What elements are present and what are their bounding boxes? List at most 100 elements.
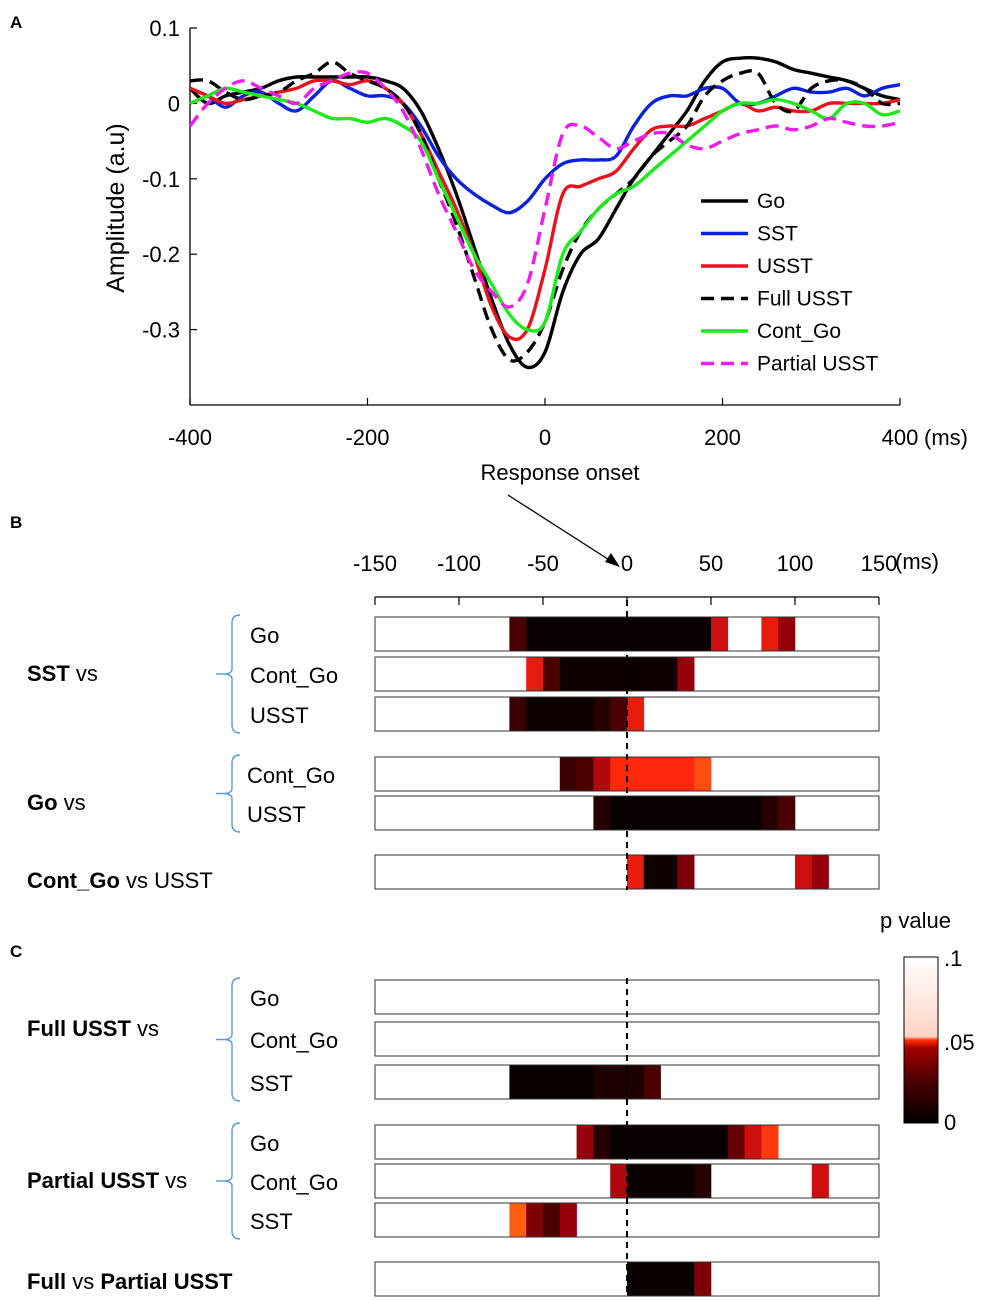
x-unit-label: (ms) xyxy=(924,425,968,450)
significance-cell xyxy=(509,697,527,731)
panel-b-heatmap: -150 -100 -50 0 50 100 150(ms) Go Cont_Go USST SST… xyxy=(27,549,939,893)
row-label: USST xyxy=(250,703,309,728)
colorbar-tick-label: .1 xyxy=(944,946,962,971)
significance-cell xyxy=(627,697,645,731)
legend-label: Partial USST xyxy=(757,353,879,376)
row-label: SST xyxy=(250,1209,293,1234)
panel-b-letter: B xyxy=(10,513,22,532)
top-tick-label: -100 xyxy=(437,551,481,576)
group-label: Full vs Partial USST xyxy=(27,1269,233,1294)
row-frame xyxy=(374,1261,880,1297)
group-brace xyxy=(222,754,241,833)
y-tick-label: -0.1 xyxy=(142,167,180,192)
heatmap-row xyxy=(374,979,880,1015)
significance-cell xyxy=(559,657,678,691)
row-label: Cont_Go xyxy=(250,663,338,688)
legend-label: Cont_Go xyxy=(757,320,841,343)
significance-cell xyxy=(509,1203,527,1237)
panel-c-letter: C xyxy=(10,942,22,961)
panel-a-legend: Go SST USST Full USST Cont_Go Partial USST xyxy=(701,190,879,376)
row-frame xyxy=(374,696,880,732)
row-label: Go xyxy=(250,986,279,1011)
heatmap-row xyxy=(374,656,880,692)
significance-cell xyxy=(526,1203,544,1237)
top-tick-label: 0 xyxy=(621,551,633,576)
significance-cell xyxy=(593,757,611,791)
significance-cell xyxy=(761,1125,779,1159)
significance-cell xyxy=(811,1164,829,1198)
significance-cell xyxy=(526,617,712,651)
response-onset-arrow xyxy=(507,494,620,567)
series-line-full-usst xyxy=(189,60,901,363)
group-label: Cont_Go vs USST xyxy=(27,868,213,893)
row-label: Go xyxy=(250,623,279,648)
significance-cell xyxy=(543,1203,561,1237)
group-label: SST vs xyxy=(27,661,98,686)
significance-cell xyxy=(627,1262,695,1296)
colorbar-tick-label: 0 xyxy=(944,1110,956,1135)
x-tick-label: -200 xyxy=(345,425,389,450)
significance-cell xyxy=(677,855,695,889)
legend-label: USST xyxy=(757,255,813,278)
significance-cell xyxy=(711,617,729,651)
significance-cell xyxy=(761,796,779,830)
y-axis-title: Amplitude (a.u) xyxy=(102,123,130,293)
significance-cell xyxy=(576,757,594,791)
significance-cell xyxy=(559,1203,577,1237)
group-label: Go vs xyxy=(27,790,86,815)
top-tick-label: 150 xyxy=(861,551,898,576)
top-unit-label: (ms) xyxy=(895,549,939,574)
significance-cell xyxy=(610,757,695,791)
significance-cell xyxy=(778,617,796,651)
significance-cell xyxy=(593,697,611,731)
heatmap-row xyxy=(374,1124,880,1160)
significance-cell xyxy=(610,796,762,830)
panel-a-letter: A xyxy=(10,13,22,32)
series-line-sst xyxy=(189,78,901,215)
colorbar-title: p value xyxy=(880,908,951,933)
y-tick-label: 0.1 xyxy=(149,16,180,41)
row-label: USST xyxy=(247,802,306,827)
significance-cell xyxy=(593,1125,611,1159)
y-tick-label: -0.3 xyxy=(142,318,180,343)
x-tick-label: -400 xyxy=(168,425,212,450)
colorbar-tick-label: .05 xyxy=(944,1030,975,1055)
x-axis-title: Response onset xyxy=(481,460,640,485)
group-brace xyxy=(222,614,241,734)
group-brace xyxy=(222,977,241,1102)
group-brace xyxy=(222,1122,241,1240)
significance-cell xyxy=(559,757,577,791)
significance-cell xyxy=(677,657,695,691)
significance-cell xyxy=(526,657,544,691)
significance-cell xyxy=(627,1164,695,1198)
y-tick-label: -0.2 xyxy=(142,242,180,267)
row-label: Go xyxy=(250,1131,279,1156)
row-label: Cont_Go xyxy=(250,1028,338,1053)
legend-label: Go xyxy=(757,190,785,213)
series-line-cont-go xyxy=(189,86,901,333)
x-tick-label: 0 xyxy=(539,425,551,450)
significance-cell xyxy=(643,1065,661,1099)
top-tick-label: 50 xyxy=(699,551,723,576)
significance-cell xyxy=(526,697,594,731)
top-tick-label: -150 xyxy=(353,551,397,576)
significance-cell xyxy=(627,855,645,889)
panel-c-heatmap: Go Cont_Go SST Full USST vs Go Cont_Go SST Part… xyxy=(27,977,880,1297)
panel-a-line-chart: 0.1 0 -0.1 -0.2 -0.3 -400 -200 0 200 400 (ms) Respo… xyxy=(102,16,968,485)
colorbar-gradient xyxy=(903,956,939,1124)
row-label: Cont_Go xyxy=(247,763,335,788)
panel-a-series xyxy=(188,55,901,370)
row-background xyxy=(375,980,879,1014)
significance-cell xyxy=(778,796,796,830)
group-label: Full USST vs xyxy=(27,1016,159,1041)
significance-cell xyxy=(694,1164,712,1198)
x-tick-label: 200 xyxy=(704,425,741,450)
top-tick-label: -50 xyxy=(527,551,559,576)
heatmap-row xyxy=(374,756,880,792)
significance-cell xyxy=(761,617,779,651)
colorbar: p value .1 .05 0 xyxy=(880,908,975,1135)
significance-cell xyxy=(593,796,611,830)
significance-cell xyxy=(643,855,678,889)
x-tick-label: 400 xyxy=(882,425,919,450)
